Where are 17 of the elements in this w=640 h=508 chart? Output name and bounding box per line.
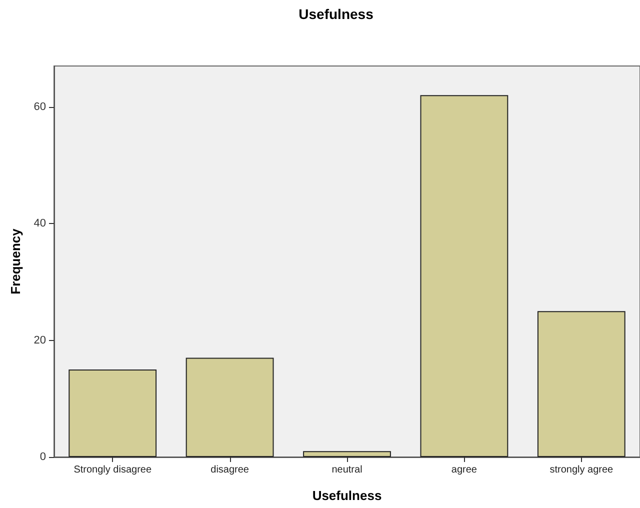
bar (303, 451, 391, 457)
y-axis-title: Frequency (8, 228, 23, 294)
bar (186, 358, 274, 457)
x-tick-label: strongly agree (550, 464, 614, 476)
bar (420, 95, 508, 457)
x-axis-title: Usefulness (312, 488, 382, 503)
x-tick-label: disagree (210, 464, 250, 476)
bar (537, 311, 626, 457)
chart-title: Usefulness (298, 6, 374, 22)
x-tick-label: neutral (332, 464, 362, 476)
x-tick-label: Strongly disagree (74, 464, 152, 476)
bar (68, 369, 157, 457)
y-tick-label: 20 (34, 334, 46, 346)
y-tick-label: 0 (40, 451, 46, 463)
y-tick-label: 40 (34, 218, 46, 230)
y-tick-label: 60 (34, 100, 46, 113)
x-tick-label: agree (451, 464, 478, 476)
